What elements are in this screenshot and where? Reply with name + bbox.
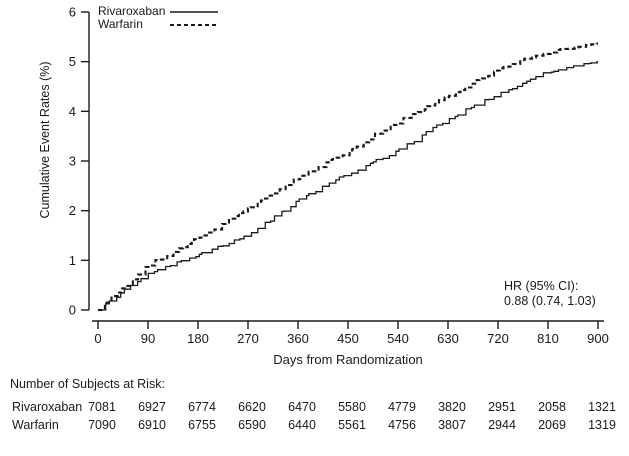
y-tick-label: 2 <box>69 203 76 218</box>
x-tick-label: 900 <box>587 331 609 346</box>
x-tick-label: 180 <box>187 331 209 346</box>
risk-count: 3807 <box>438 418 466 432</box>
y-tick-label: 5 <box>69 54 76 69</box>
legend-line-solid-icon <box>170 10 218 13</box>
risk-count: 2069 <box>538 418 566 432</box>
risk-row-label: Rivaroxaban <box>12 400 83 414</box>
risk-row-label: Warfarin <box>12 418 59 432</box>
km-chart-canvas: 0 1 2 3 4 5 6 0 90 180 270 360 450 540 630 720 810 900 <box>69 5 609 347</box>
legend-item-rivaroxaban: Rivaroxaban <box>98 5 218 18</box>
y-tick-label: 1 <box>69 253 76 268</box>
rivaroxaban-curve <box>98 60 598 311</box>
risk-table: Number of Subjects at Risk: Rivaroxaban … <box>0 377 629 456</box>
y-tick-label: 0 <box>69 303 76 318</box>
x-tick-label: 450 <box>337 331 359 346</box>
risk-count: 1321 <box>588 400 616 414</box>
risk-count: 6620 <box>238 400 266 414</box>
x-axis-title: Days from Randomization <box>273 352 423 367</box>
risk-row-rivaroxaban: Rivaroxaban 7081 6927 6774 6620 6470 5580 4779… <box>0 400 629 415</box>
risk-count: 6440 <box>288 418 316 432</box>
y-axis-title: Cumulative Event Rates (%) <box>38 61 52 219</box>
legend-label-rivaroxaban: Rivaroxaban <box>98 4 166 18</box>
risk-count: 4779 <box>388 400 416 414</box>
legend: Rivaroxaban Warfarin <box>98 5 218 31</box>
risk-count: 5561 <box>338 418 366 432</box>
x-tick-label: 630 <box>437 331 459 346</box>
risk-count: 7090 <box>88 418 116 432</box>
legend-item-warfarin: Warfarin <box>98 18 218 31</box>
y-tick-label: 4 <box>69 104 76 119</box>
x-tick-label: 540 <box>387 331 409 346</box>
risk-count: 6590 <box>238 418 266 432</box>
risk-count: 2944 <box>488 418 516 432</box>
x-tick-label: 360 <box>287 331 309 346</box>
legend-line-dashed-icon <box>170 23 218 26</box>
risk-count: 6910 <box>138 418 166 432</box>
risk-row-warfarin: Warfarin 7090 6910 6755 6590 6440 5561 4756 380… <box>0 418 629 433</box>
risk-count: 6755 <box>188 418 216 432</box>
x-tick-label: 0 <box>94 331 101 346</box>
risk-count: 6774 <box>188 400 216 414</box>
risk-count: 4756 <box>388 418 416 432</box>
risk-count: 5580 <box>338 400 366 414</box>
risk-count: 2058 <box>538 400 566 414</box>
risk-count: 6927 <box>138 400 166 414</box>
hr-annotation-line2: 0.88 (0.74, 1.03) <box>504 294 596 308</box>
risk-count: 3820 <box>438 400 466 414</box>
risk-count: 2951 <box>488 400 516 414</box>
x-tick-label: 90 <box>141 331 155 346</box>
x-tick-label: 270 <box>237 331 259 346</box>
x-tick-label: 720 <box>487 331 509 346</box>
risk-table-title: Number of Subjects at Risk: <box>10 377 165 391</box>
hr-annotation-line1: HR (95% CI): <box>504 279 579 293</box>
hr-annotation: HR (95% CI): 0.88 (0.74, 1.03) <box>504 279 596 309</box>
risk-count: 7081 <box>88 400 116 414</box>
legend-label-warfarin: Warfarin <box>98 17 143 31</box>
risk-count: 1319 <box>588 418 616 432</box>
x-tick-label: 810 <box>537 331 559 346</box>
y-tick-label: 6 <box>69 5 76 20</box>
y-tick-label: 3 <box>69 154 76 169</box>
risk-count: 6470 <box>288 400 316 414</box>
warfarin-curve <box>98 42 598 312</box>
